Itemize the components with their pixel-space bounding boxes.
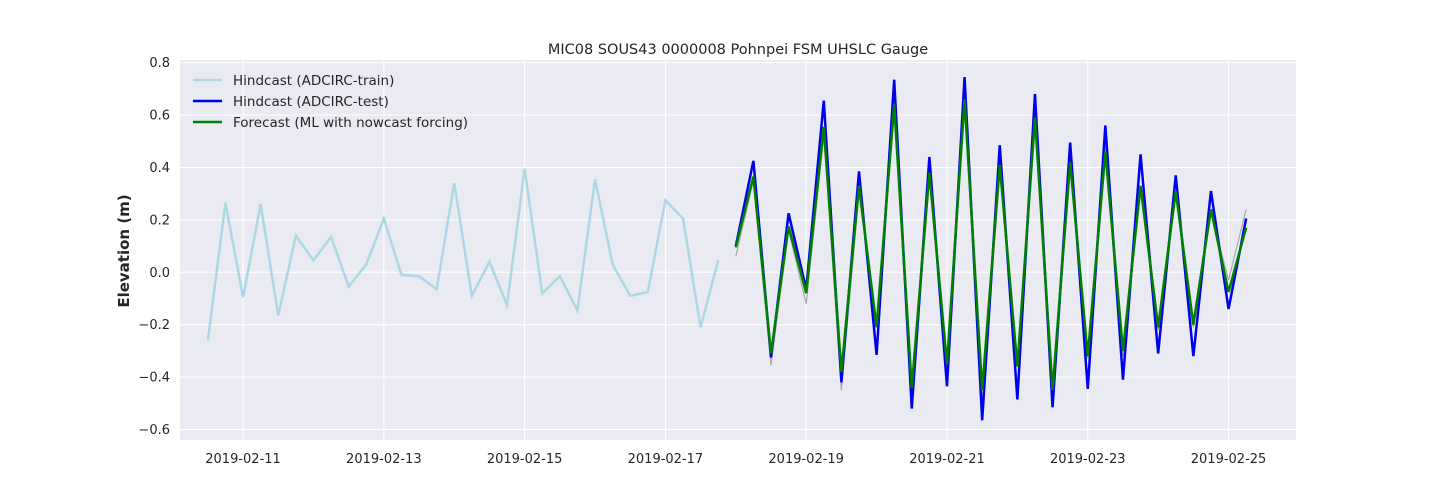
y-tick-label: 0.8 <box>149 56 170 71</box>
x-axis-ticks: 2019-02-11 2019-02-13 2019-02-15 2019-02-17… <box>205 452 1266 467</box>
x-tick-label: 2019-02-25 <box>1191 452 1267 467</box>
legend-label: Hindcast (ADCIRC-train) <box>233 73 394 89</box>
series-lines <box>206 76 1248 421</box>
series-line-0 <box>206 168 720 341</box>
y-tick-label: −0.4 <box>138 371 170 386</box>
legend-label: Hindcast (ADCIRC-test) <box>233 94 389 110</box>
x-tick-label: 2019-02-13 <box>346 452 422 467</box>
legend: Hindcast (ADCIRC-train) Hindcast (ADCIRC-… <box>193 73 468 131</box>
x-tick-label: 2019-02-15 <box>487 452 563 467</box>
y-tick-label: 0.4 <box>149 161 170 176</box>
x-tick-label: 2019-02-11 <box>205 452 281 467</box>
gridlines <box>180 60 1296 440</box>
chart-title: MIC08 SOUS43 0000008 Pohnpei FSM UHSLC G… <box>548 42 928 58</box>
y-axis-ticks: −0.6 −0.4 −0.2 0.0 0.2 0.4 0.6 0.8 <box>138 56 170 438</box>
x-tick-label: 2019-02-21 <box>909 452 985 467</box>
y-tick-label: 0.6 <box>149 109 170 124</box>
legend-label: Forecast (ML with nowcast forcing) <box>233 115 468 131</box>
y-tick-label: 0.0 <box>149 266 170 281</box>
y-tick-label: −0.6 <box>138 423 170 438</box>
x-tick-label: 2019-02-23 <box>1050 452 1126 467</box>
x-tick-label: 2019-02-19 <box>768 452 844 467</box>
series-line-3 <box>734 99 1248 391</box>
x-tick-label: 2019-02-17 <box>628 452 704 467</box>
y-tick-label: 0.2 <box>149 213 170 228</box>
y-tick-label: −0.2 <box>138 318 170 333</box>
y-axis-label: Elevation (m) <box>115 194 133 307</box>
